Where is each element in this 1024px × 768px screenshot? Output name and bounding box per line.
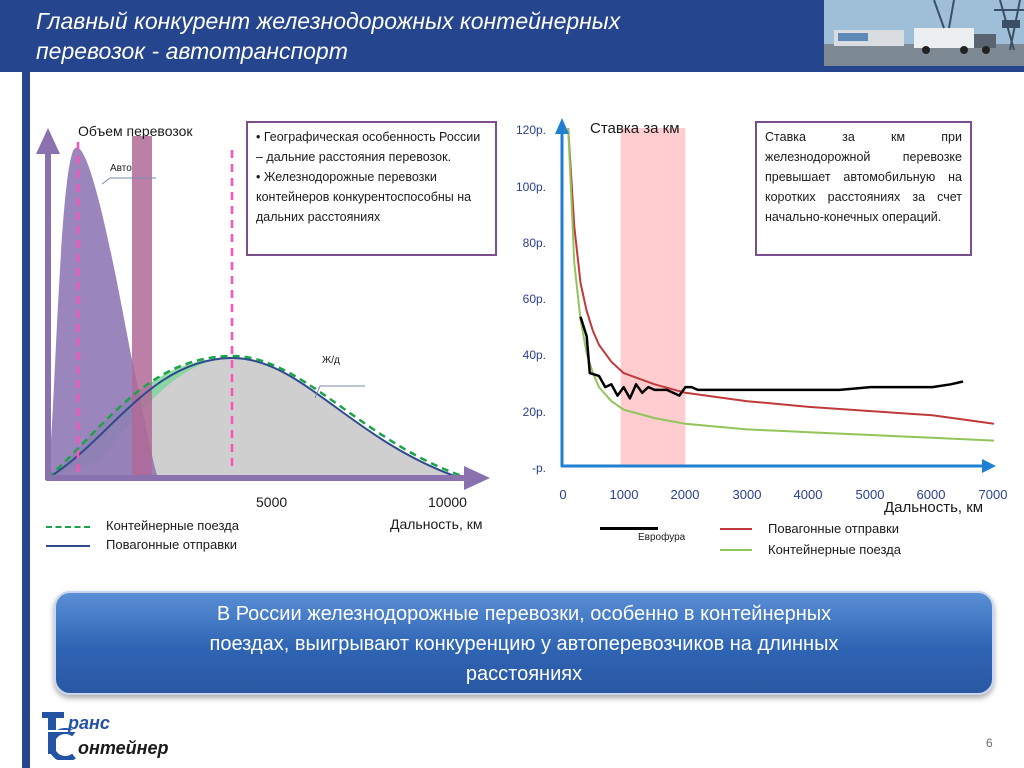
legend-container-line — [46, 526, 90, 528]
y-tick-60: 60р. — [522, 292, 546, 306]
geography-note: • Географическая особенность России – да… — [246, 121, 497, 256]
rate-x-axis-label: Дальность, км — [884, 499, 984, 516]
x-tick-3000: 3000 — [732, 487, 762, 502]
x-tick-0: 0 — [559, 487, 567, 502]
rail-curve-label: Ж/д — [322, 355, 340, 366]
legend-wagon-rate-label: Повагонные отправки — [768, 521, 900, 536]
auto-callout — [101, 177, 156, 185]
note-bullet-1: • Географическая особенность России – да… — [256, 130, 481, 164]
rate-note-text: Ставка за км при железнодорожной перевоз… — [765, 130, 962, 224]
distribution-chart — [36, 128, 490, 490]
conclusion-banner: В России железнодорожные перевозки, особ… — [54, 591, 994, 695]
y-tick-100: 100р. — [515, 180, 546, 194]
left-rail — [22, 72, 30, 768]
x-tick-2000: 2000 — [670, 487, 700, 502]
page-number: 6 — [986, 736, 993, 750]
x-tick-5000r: 5000 — [855, 487, 885, 502]
wagon-curve — [47, 356, 461, 479]
logo-line-1: ранс — [67, 713, 110, 733]
x-tick-4000: 4000 — [793, 487, 823, 502]
legend-wagon-line — [46, 545, 90, 547]
header-photo — [824, 0, 1024, 66]
legend-container-rate-line — [720, 549, 752, 551]
x-axis-arrow — [464, 466, 490, 490]
y-tick-20: 20р. — [522, 405, 546, 419]
y-tick-0: -р. — [531, 461, 546, 475]
series-line-eurofura — [579, 316, 964, 400]
y-tick-40: 40р. — [522, 348, 546, 362]
y-tick-120: 120р. — [515, 123, 546, 137]
auto-curve-label: Авто — [110, 163, 132, 174]
slide-title: Главный конкурент железнодорожных контей… — [36, 8, 621, 64]
x-tick-1000: 1000 — [609, 487, 639, 502]
rate-note: Ставка за км при железнодорожной перевоз… — [755, 121, 972, 256]
auto-area — [48, 147, 158, 478]
competition-band — [132, 136, 152, 476]
x-tick-10000: 10000 — [428, 494, 467, 510]
legend-eurofura-line — [600, 527, 658, 530]
legend-container-rate-label: Контейнерные поезда — [768, 542, 901, 557]
x-tick-7000: 7000 — [978, 487, 1008, 502]
container-curve — [47, 354, 463, 479]
competition-range-band — [620, 128, 686, 466]
series-line-container — [567, 127, 995, 442]
legend-wagon-label: Повагонные отправки — [106, 537, 238, 552]
volume-axis-label: Объем перевозок — [78, 123, 193, 139]
rate-chart — [555, 118, 996, 473]
transcontainer-logo: ранс онтейнер — [40, 712, 169, 760]
y-axis-arrow — [36, 128, 60, 154]
rate-chart-title: Ставка за км — [590, 120, 680, 137]
legend-wagon-rate-line — [720, 528, 752, 530]
rate-y-axis-arrow — [555, 118, 569, 134]
note-bullet-2: • Железнодорожные перевозки контейнеров … — [256, 170, 472, 224]
legend-container-label: Контейнерные поезда — [106, 518, 239, 533]
y-tick-80: 80р. — [522, 236, 546, 250]
series-line-wagon — [567, 127, 995, 425]
rail-callout — [314, 385, 365, 399]
x-tick-6000: 6000 — [916, 487, 946, 502]
distance-axis-label: Дальность, км — [390, 516, 483, 532]
rate-x-axis-arrow — [982, 459, 996, 473]
legend-eurofura-label: Еврофура — [638, 532, 686, 543]
x-tick-5000: 5000 — [256, 494, 288, 510]
slide-header: Главный конкурент железнодорожных контей… — [0, 0, 1024, 72]
logo-line-2: онтейнер — [78, 738, 169, 758]
